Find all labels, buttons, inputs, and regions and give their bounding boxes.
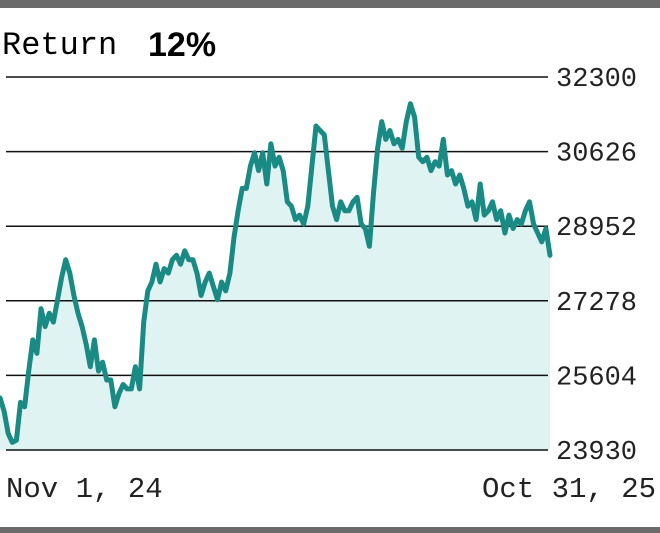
- y-tick-label-3: 27278: [556, 289, 637, 319]
- return-area: [0, 103, 550, 450]
- y-tick-label-1: 30626: [556, 140, 637, 170]
- y-axis-tick-labels: 32300 30626 28952 27278 25604 23930: [556, 65, 637, 468]
- y-tick-label-5: 23930: [556, 438, 637, 468]
- title-label: Return: [2, 27, 118, 64]
- y-tick-label-4: 25604: [556, 363, 637, 393]
- title-value: 12%: [148, 26, 217, 64]
- x-tick-label-start: Nov 1, 24: [6, 473, 163, 506]
- y-tick-label-2: 28952: [556, 214, 637, 244]
- y-tick-label-0: 32300: [556, 65, 637, 95]
- return-series-line: [0, 101, 553, 445]
- grid-lines: [6, 76, 548, 451]
- x-tick-label-end: Oct 31, 25: [482, 473, 656, 506]
